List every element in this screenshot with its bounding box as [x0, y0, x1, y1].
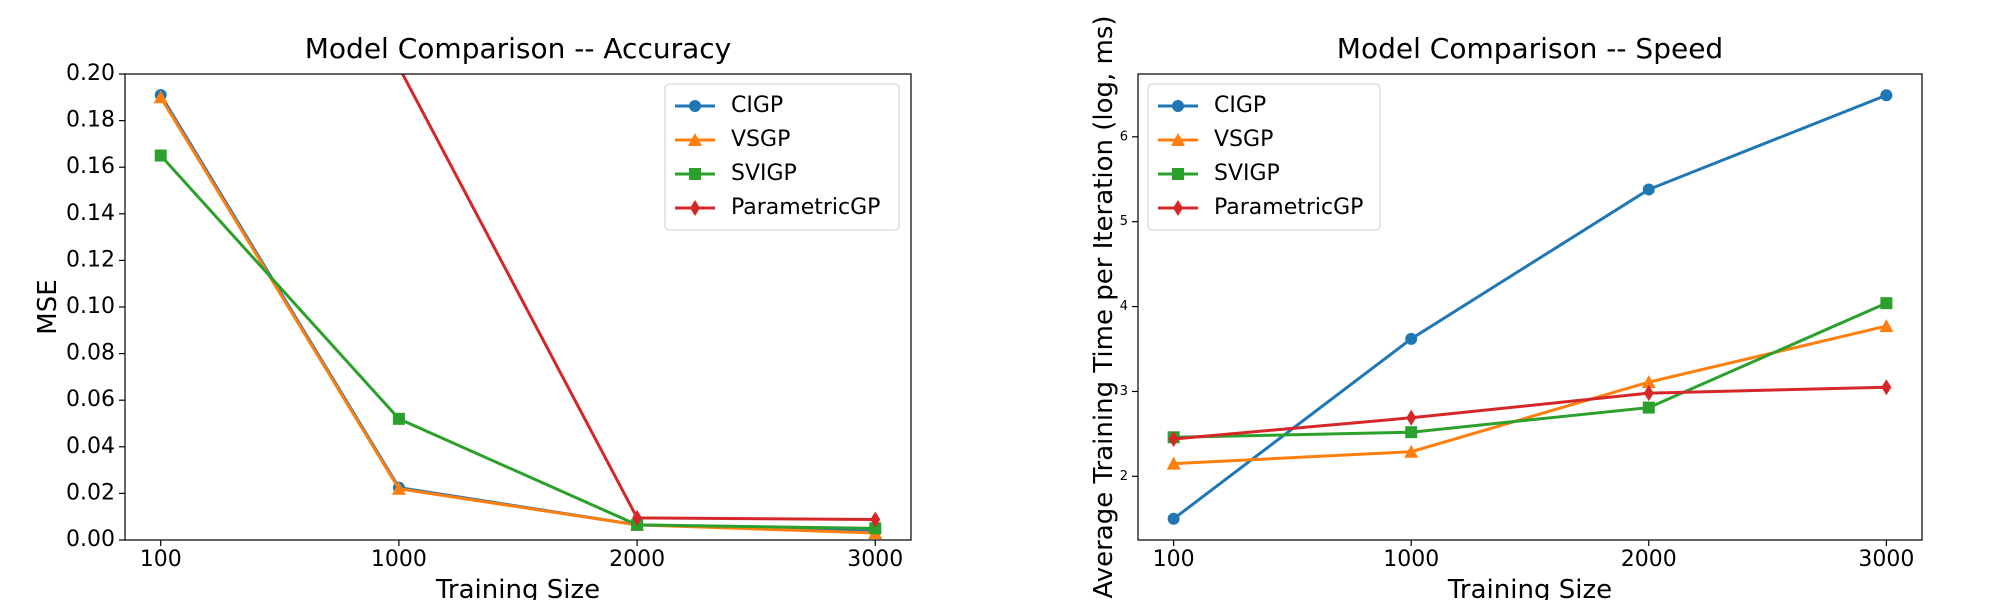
legend-label: CIGP — [731, 93, 783, 118]
x-tick-label: 100 — [1153, 547, 1195, 572]
chart-title: Model Comparison -- Accuracy — [305, 32, 731, 65]
data-point — [1405, 426, 1418, 439]
legend-marker — [1172, 168, 1184, 180]
data-point — [391, 481, 406, 495]
data-point — [1641, 375, 1656, 389]
data-point — [1881, 379, 1892, 396]
data-point — [1168, 430, 1179, 447]
y-tick-label: 0.02 — [66, 480, 115, 505]
legend-marker — [688, 133, 702, 146]
data-point — [1642, 183, 1655, 196]
chart: Model Comparison -- Speed Training Size Av… — [1089, 15, 1923, 600]
y-tick-label: 0.06 — [66, 387, 115, 412]
data-point — [1404, 444, 1419, 458]
legend-label: VSGP — [1214, 127, 1273, 152]
x-tick-label: 1000 — [1383, 547, 1439, 572]
plot-area — [1166, 89, 1894, 525]
legend-marker — [689, 168, 701, 180]
legend-label: ParametricGP — [1214, 195, 1363, 220]
y-tick-label: 6 — [1120, 129, 1128, 144]
data-point — [870, 511, 881, 528]
legend-marker — [690, 200, 700, 216]
y-axis-label: Average Training Time per Iteration (log… — [1089, 15, 1119, 598]
legend-marker — [689, 100, 701, 112]
series-line — [1173, 301, 1887, 439]
x-tick-label: 100 — [140, 547, 182, 572]
x-axis-label: Training Size — [1447, 575, 1612, 600]
chart-title: Model Comparison -- Speed — [1337, 32, 1723, 65]
series-line — [400, 74, 876, 521]
series-line — [159, 96, 876, 535]
y-tick-label: 0.20 — [66, 61, 115, 86]
legend-label: SVIGP — [731, 161, 797, 186]
x-tick-label: 2000 — [1621, 547, 1677, 572]
data-point — [1879, 319, 1894, 333]
series-line — [1173, 324, 1887, 466]
x-tick-label: 1000 — [371, 547, 427, 572]
series-line — [159, 154, 876, 530]
axes-frame — [1137, 73, 1923, 541]
y-tick-label: 3 — [1120, 384, 1128, 399]
y-tick-label: 0.16 — [66, 154, 115, 179]
y-tick-label: 0.18 — [66, 108, 115, 133]
series-line — [1173, 385, 1887, 441]
plot-area — [153, 74, 883, 540]
x-tick-label: 3000 — [847, 547, 903, 572]
chart: Model Comparison -- Accuracy Training Siz… — [33, 32, 912, 600]
legend-marker — [1172, 100, 1184, 112]
x-tick-label: 2000 — [609, 547, 665, 572]
data-point — [154, 149, 167, 162]
y-axis-label: MSE — [33, 279, 63, 334]
x-tick-label: 3000 — [1858, 547, 1914, 572]
data-point — [1880, 297, 1893, 310]
data-point — [1880, 89, 1893, 102]
legend-marker — [1173, 200, 1183, 216]
legend-box — [1147, 83, 1381, 231]
data-point — [153, 90, 168, 104]
y-tick-label: 0.00 — [66, 527, 115, 552]
data-point — [1643, 385, 1654, 402]
legend-box — [664, 83, 900, 231]
legend: CIGP VSGP SVIGP ParametricGP — [1147, 83, 1381, 231]
y-tick-label: 0.10 — [66, 294, 115, 319]
legend: CIGP VSGP SVIGP ParametricGP — [664, 83, 900, 231]
data-point — [1642, 401, 1655, 414]
y-tick-label: 0.12 — [66, 247, 115, 272]
data-point — [1166, 456, 1181, 470]
data-point — [392, 412, 405, 425]
data-point — [632, 509, 643, 526]
x-axis-label: Training Size — [435, 575, 600, 600]
data-point — [869, 522, 882, 535]
legend-label: SVIGP — [1214, 161, 1280, 186]
legend-label: CIGP — [1214, 93, 1266, 118]
y-tick-label: 5 — [1120, 214, 1128, 229]
data-point — [1167, 512, 1180, 525]
legend-marker — [1171, 133, 1185, 146]
y-tick-label: 0.14 — [66, 201, 115, 226]
data-point — [1405, 332, 1418, 345]
axes-frame — [124, 73, 912, 541]
y-tick-label: 0.08 — [66, 341, 115, 366]
legend-label: VSGP — [731, 127, 790, 152]
y-tick-label: 2 — [1120, 469, 1128, 484]
y-tick-label: 4 — [1120, 299, 1128, 314]
y-tick-label: 0.04 — [66, 434, 115, 459]
data-point — [1406, 409, 1417, 426]
legend-label: ParametricGP — [731, 195, 880, 220]
